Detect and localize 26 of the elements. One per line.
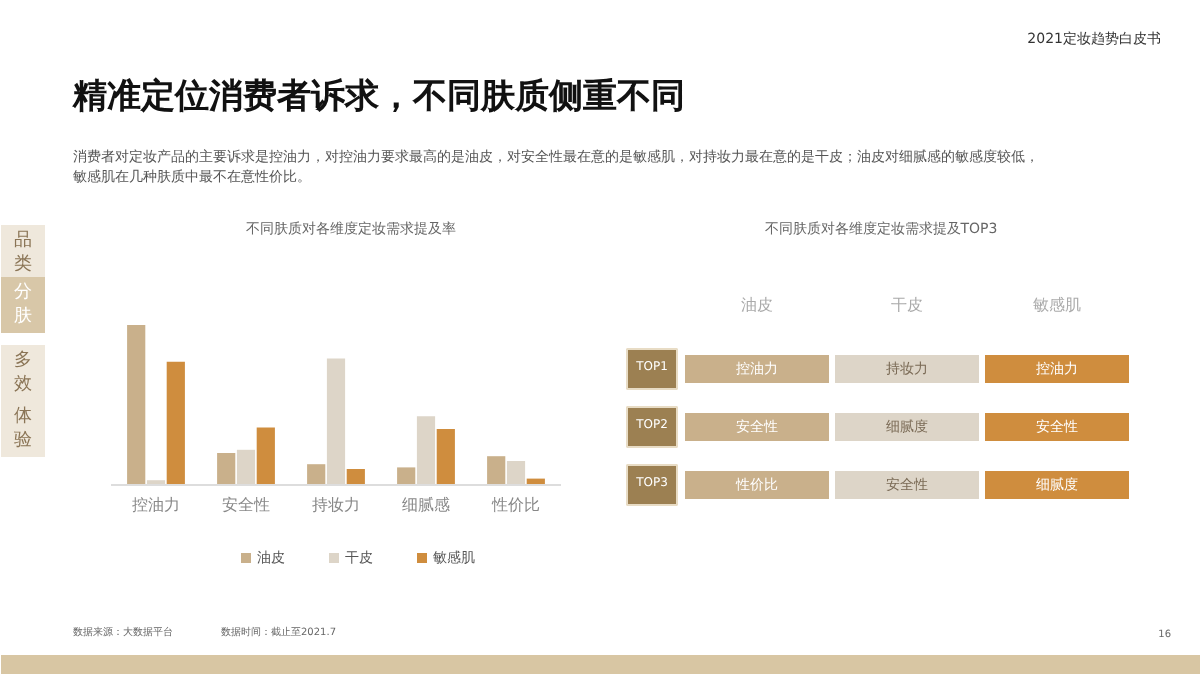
x-tick-label: 持妆力 (312, 496, 360, 514)
bar (236, 449, 256, 485)
text: 体验 (14, 405, 32, 451)
bar (166, 361, 185, 485)
text: 分肤 (14, 281, 32, 327)
x-tick-label: 安全性 (222, 496, 270, 514)
category-label: 干皮 (891, 296, 923, 314)
text: 精准定位消费者诉求，不同肤质侧重不同 (71, 77, 685, 117)
bar (416, 416, 436, 485)
bar (397, 467, 416, 485)
bar (217, 453, 236, 485)
x-tick-label: 控油力 (132, 496, 180, 514)
bar (436, 429, 455, 485)
bar (326, 358, 346, 485)
bar (506, 461, 526, 485)
text: 品类 (14, 229, 32, 275)
category-label: 油皮 (741, 296, 773, 314)
bar (346, 469, 365, 485)
bar (256, 427, 275, 485)
bar (307, 464, 326, 485)
bar (487, 456, 506, 485)
bar (127, 325, 146, 485)
x-tick-label: 细腻感 (402, 496, 450, 514)
text: 多效 (14, 349, 32, 395)
category-label: 敏感肌 (1033, 296, 1081, 314)
x-tick-label: 性价比 (490, 496, 540, 514)
